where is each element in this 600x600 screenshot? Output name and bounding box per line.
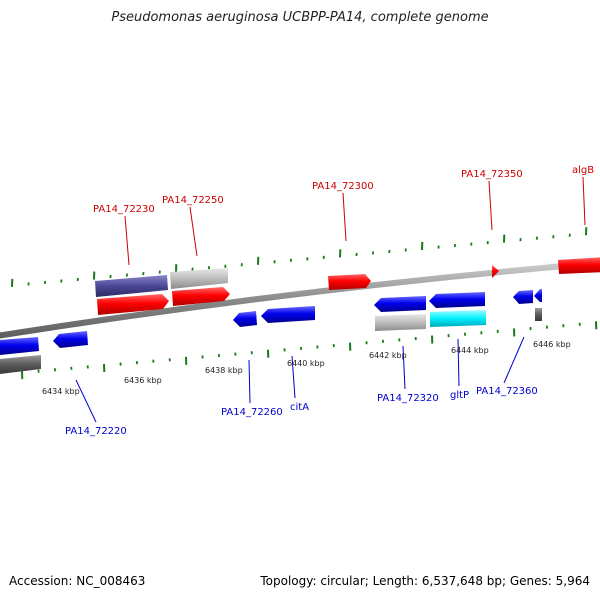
leader-line (75, 379, 97, 423)
leader-line (189, 206, 198, 257)
gene-label[interactable]: PA14_72230 (93, 204, 155, 215)
gene-arrow-blue[interactable] (53, 331, 88, 348)
leader-line (503, 336, 525, 384)
gene-arrow-red[interactable] (328, 274, 371, 290)
gene-label[interactable]: PA14_72250 (162, 195, 224, 206)
leader-line (582, 176, 586, 226)
gene-arrow-gray[interactable] (170, 268, 228, 289)
gene-arrow-blue[interactable] (233, 311, 257, 327)
gene-arrow-dark[interactable] (0, 355, 41, 374)
scale-label: 6446 kbp (533, 340, 571, 349)
leader-line (291, 355, 296, 399)
gene-features (0, 257, 600, 374)
scale-label: 6444 kbp (451, 346, 489, 355)
gene-arrow-red[interactable] (558, 257, 600, 274)
gene-label[interactable]: gltP (450, 390, 469, 401)
gene-arrow-gray[interactable] (375, 314, 426, 331)
gene-arrow-red[interactable] (492, 265, 499, 278)
gene-arrow-dark[interactable] (535, 308, 542, 321)
scale-label: 6436 kbp (124, 376, 162, 385)
scale-label: 6440 kbp (287, 359, 325, 368)
label-leader-lines (75, 176, 586, 423)
gene-label[interactable]: PA14_72220 (65, 426, 127, 437)
leader-line (248, 359, 251, 404)
leader-line (124, 215, 130, 266)
genome-backbone (0, 259, 600, 339)
gene-arrow-cyan[interactable] (430, 310, 486, 327)
scale-label: 6442 kbp (369, 351, 407, 360)
leader-line (488, 180, 493, 231)
gene-arrow-slate[interactable] (95, 275, 168, 297)
accession-text: Accession: NC_008463 (9, 574, 146, 588)
gene-arrow-red[interactable] (172, 287, 230, 306)
gene-arrow-red[interactable] (97, 294, 169, 315)
leader-line (457, 338, 460, 387)
gene-arrow-blue[interactable] (513, 290, 533, 304)
gene-arrow-blue[interactable] (261, 306, 315, 323)
gene-label[interactable]: PA14_72320 (377, 393, 439, 404)
map-title: Pseudomonas aeruginosa UCBPP-PA14, compl… (111, 10, 489, 25)
gene-arrow-blue[interactable] (374, 296, 426, 312)
scale-label: 6434 kbp (42, 387, 80, 396)
gene-arrow-blue[interactable] (0, 337, 39, 355)
gene-label[interactable]: PA14_72350 (461, 169, 523, 180)
gene-label[interactable]: citA (290, 402, 309, 413)
leader-line (342, 192, 347, 242)
gene-label[interactable]: PA14_72260 (221, 407, 283, 418)
gene-arrow-blue[interactable] (534, 289, 542, 302)
gene-label[interactable]: PA14_72300 (312, 181, 374, 192)
scale-label: 6438 kbp (205, 366, 243, 375)
leader-line (402, 345, 406, 390)
scale-ticks (11, 227, 598, 380)
gene-label[interactable]: PA14_72360 (476, 386, 538, 397)
genome-summary-text: Topology: circular; Length: 6,537,648 bp… (260, 574, 590, 588)
gene-arrow-blue[interactable] (429, 292, 485, 308)
gene-label[interactable]: algB (572, 165, 594, 176)
